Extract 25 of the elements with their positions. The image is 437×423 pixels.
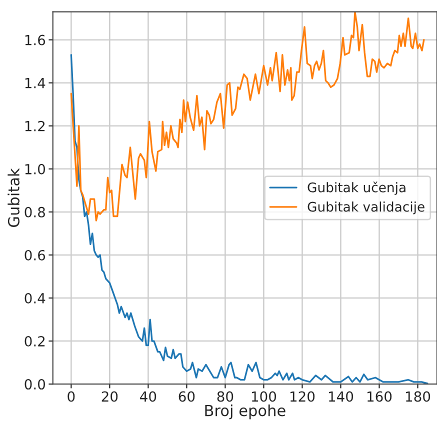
x-tick-label: 160 <box>368 391 392 402</box>
legend-label: Gubitak validacije <box>308 202 424 214</box>
y-tick-label: 0.0 <box>24 379 46 390</box>
x-axis-title: Broj epohe <box>205 404 286 420</box>
x-tick-label: 60 <box>178 391 195 402</box>
x-tick-label: 180 <box>406 391 430 402</box>
y-tick-label: 1.4 <box>25 78 46 88</box>
y-tick-label: 0.8 <box>24 206 45 218</box>
line-series <box>70 12 425 222</box>
y-tick-label: 1.2 <box>25 120 45 132</box>
x-tick-label: 0 <box>68 391 75 402</box>
x-tick-label: 80 <box>217 391 234 402</box>
y-tick-label: 0.2 <box>24 336 45 347</box>
y-tick-label: 1.6 <box>25 34 46 46</box>
line-series <box>70 54 428 384</box>
x-tick-label: 100 <box>252 391 276 402</box>
y-axis-title: Gubitak <box>8 168 20 227</box>
legend-label: Gubitak učenja <box>308 182 406 195</box>
x-tick-label: 120 <box>290 391 315 402</box>
x-tick-label: 140 <box>329 391 354 402</box>
y-tick-label: 0.4 <box>24 292 46 304</box>
y-tick-label: 1.0 <box>25 164 46 174</box>
x-tick-label: 40 <box>140 391 156 402</box>
x-tick-label: 20 <box>102 391 118 402</box>
y-tick-label: 0.6 <box>24 250 46 260</box>
